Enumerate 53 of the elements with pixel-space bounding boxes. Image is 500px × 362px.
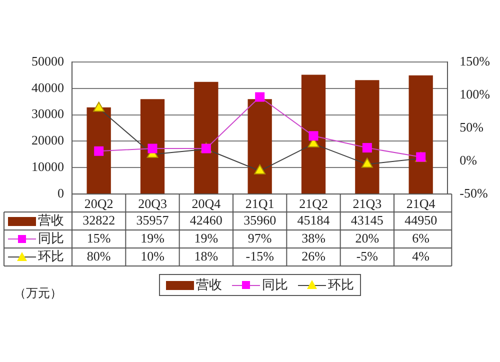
y2-tick-label: 150% [460,53,490,68]
data-label: 20% [355,230,380,246]
data-label: 32822 [82,212,116,228]
data-label: 35960 [244,212,276,228]
legend-label: 同比 [38,230,64,246]
y2-tick-label: 100% [460,86,490,102]
y-tick-label: 0 [58,185,64,200]
data-label: 18% [194,248,218,264]
bar [408,75,433,194]
text: 环比 [328,277,354,292]
bar [248,99,272,194]
data-label: 19% [194,230,218,246]
data-label: 43145 [350,212,384,228]
legend-label: 营收 [38,212,64,228]
y2-tick-label: 50% [460,119,484,134]
data-label: 44950 [404,212,438,228]
data-label: -5% [356,248,378,264]
x-tick-label: 21Q3 [352,196,382,212]
bar [194,82,218,194]
x-tick-label: 20Q2 [84,196,114,212]
y2-tick-label: 0% [460,152,478,168]
text: （万元） [14,286,62,300]
data-label: 15% [86,230,111,246]
bar [355,80,380,194]
data-label: 6% [412,230,430,246]
y-tick-label: 40000 [32,80,64,95]
data-label: 80% [86,248,111,264]
y-tick-label: 20000 [32,132,64,148]
data-label: 35957 [136,212,170,228]
bar [301,74,326,194]
data-label: -15% [246,248,274,264]
x-tick-label: 21Q1 [245,196,274,212]
data-label: 42460 [190,212,222,228]
y2-tick-label: -50% [460,185,488,200]
legend-label: 环比 [38,248,64,264]
data-label: 38% [302,230,326,246]
bar [86,107,111,194]
x-tick-label: 21Q2 [299,196,328,212]
text: 营收 [196,277,222,292]
x-tick-label: 21Q4 [406,196,436,212]
data-label: 45184 [297,212,330,228]
data-label: 26% [302,248,326,264]
y-tick-label: 50000 [32,53,64,68]
bar [140,99,165,194]
x-tick-label: 20Q3 [138,196,167,212]
x-tick-label: 20Q4 [192,196,222,212]
data-label: 4% [412,248,430,264]
data-label: 10% [140,248,165,264]
y-tick-label: 10000 [32,159,64,174]
data-label: 19% [140,230,165,246]
data-label: 97% [248,230,272,246]
y-tick-label: 30000 [32,106,64,122]
text: 同比 [262,277,288,292]
